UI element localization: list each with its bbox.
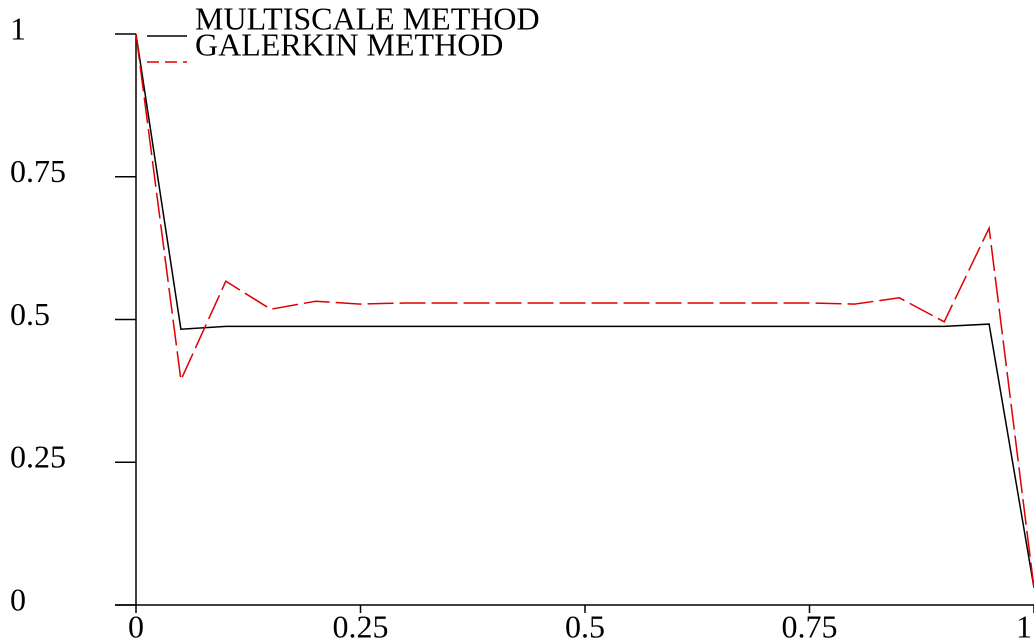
y-tick-label: 0.5 bbox=[10, 296, 50, 332]
y-tick-label: 1 bbox=[10, 10, 26, 46]
legend-label: GALERKIN METHOD bbox=[195, 26, 503, 62]
x-tick-label: 0.75 bbox=[782, 608, 838, 644]
legend-label: MULTISCALE METHOD bbox=[195, 0, 540, 36]
y-tick-label: 0.75 bbox=[10, 153, 66, 189]
x-tick-label: 1 bbox=[1016, 608, 1032, 644]
series-line bbox=[135, 33, 1034, 588]
x-tick-label: 0.25 bbox=[333, 608, 389, 644]
series-line bbox=[135, 33, 1034, 588]
y-tick-label: 0.25 bbox=[10, 439, 66, 475]
x-tick-label: 0 bbox=[128, 608, 144, 644]
y-tick-label: 0 bbox=[10, 581, 26, 617]
x-tick-label: 0.5 bbox=[565, 608, 605, 644]
